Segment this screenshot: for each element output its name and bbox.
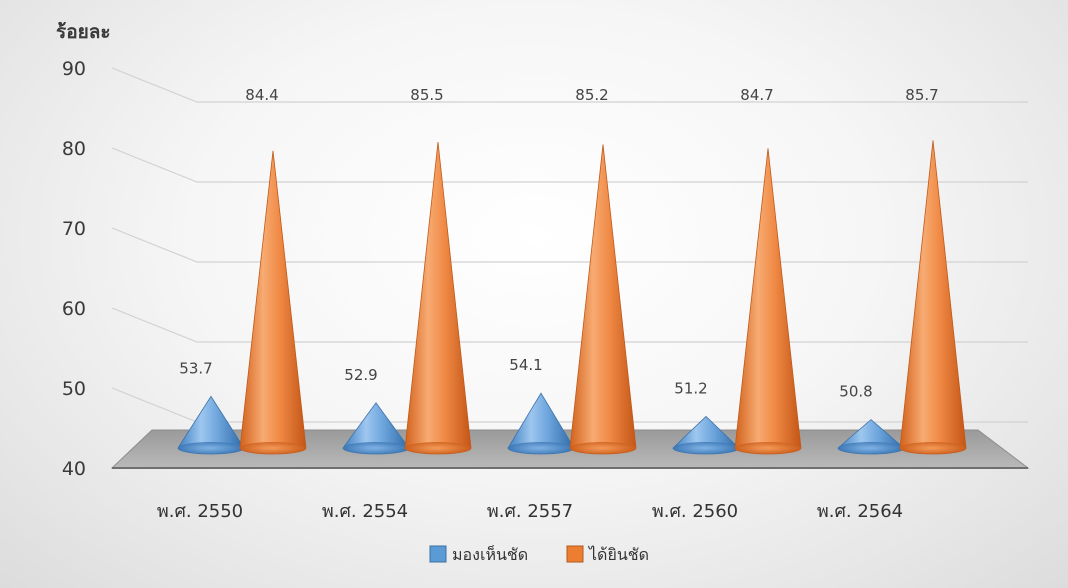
gridline-90 — [111, 67, 1028, 103]
y-tick-label-80: 80 — [62, 138, 86, 160]
category-label-1: พ.ศ. 2554 — [322, 501, 408, 522]
data-labels: 53.7 84.4 52.9 85.5 54.1 85.2 51.2 84.7 50.8 85.7 — [179, 86, 938, 401]
cone-body-hearing-0 — [239, 150, 307, 455]
data-label-hearing-2: 85.2 — [575, 86, 608, 104]
cone-visible-2 — [507, 392, 575, 455]
cone-visible-1 — [342, 402, 410, 455]
cone-base-visible-1 — [343, 442, 409, 454]
cone-visible-0 — [177, 395, 245, 455]
cone-base-visible-2 — [508, 442, 574, 454]
gridline-70 — [111, 227, 1028, 263]
legend-label-visible: มองเห็นชัด — [452, 544, 528, 564]
data-label-visible-0: 53.7 — [179, 359, 212, 377]
cone-visible-4 — [837, 419, 905, 455]
gridline-60 — [111, 307, 1028, 343]
cone-body-hearing-3 — [734, 148, 802, 455]
cone-body-hearing-1 — [404, 141, 472, 455]
cone-hearing-4 — [899, 140, 967, 455]
legend-swatch-blue — [429, 545, 447, 563]
cone-hearing-2 — [569, 144, 637, 455]
cone-hearing-0 — [239, 150, 307, 455]
y-tick-label-40: 40 — [62, 458, 86, 480]
y-axis-ticks: 40 50 60 70 80 90 — [62, 58, 86, 480]
cone-hearing-1 — [404, 141, 472, 455]
data-label-visible-1: 52.9 — [344, 366, 377, 384]
y-tick-label-50: 50 — [62, 378, 86, 400]
category-label-3: พ.ศ. 2560 — [652, 501, 738, 522]
cone-base-hearing-1 — [405, 442, 471, 454]
cone-body-hearing-2 — [569, 144, 637, 455]
y-tick-label-70: 70 — [62, 218, 86, 240]
cone-base-visible-4 — [838, 442, 904, 454]
legend-item-visible: มองเห็นชัด — [429, 544, 528, 564]
legend: มองเห็นชัด ได้ยินชัด — [429, 544, 649, 564]
data-label-visible-3: 51.2 — [674, 379, 707, 397]
cones — [177, 140, 967, 455]
y-tick-label-90: 90 — [62, 58, 86, 80]
cone-base-visible-0 — [178, 442, 244, 454]
y-tick-label-60: 60 — [62, 298, 86, 320]
data-label-visible-4: 50.8 — [839, 383, 872, 401]
gridline-80 — [111, 147, 1028, 183]
data-label-hearing-0: 84.4 — [245, 86, 278, 104]
cone-base-hearing-3 — [735, 442, 801, 454]
cone-base-visible-3 — [673, 442, 739, 454]
cone-base-hearing-0 — [240, 442, 306, 454]
data-label-visible-2: 54.1 — [509, 356, 542, 374]
cone-base-hearing-4 — [900, 442, 966, 454]
data-label-hearing-1: 85.5 — [410, 86, 443, 104]
category-label-0: พ.ศ. 2550 — [157, 501, 243, 522]
cone-hearing-3 — [734, 148, 802, 455]
category-label-4: พ.ศ. 2564 — [817, 501, 903, 522]
legend-label-hearing: ได้ยินชัด — [587, 545, 649, 564]
category-label-2: พ.ศ. 2557 — [487, 501, 573, 522]
legend-item-hearing: ได้ยินชัด — [566, 545, 649, 564]
cone-body-hearing-4 — [899, 140, 967, 455]
y-axis-unit-label: ร้อยละ — [56, 21, 111, 43]
cone-base-hearing-2 — [570, 442, 636, 454]
data-label-hearing-3: 84.7 — [740, 86, 773, 104]
legend-swatch-orange — [566, 545, 584, 563]
x-axis-categories: พ.ศ. 2550 พ.ศ. 2554 พ.ศ. 2557 พ.ศ. 2560 พ.ศ.… — [157, 501, 903, 522]
cone-visible-3 — [672, 415, 740, 455]
data-label-hearing-4: 85.7 — [905, 86, 938, 104]
